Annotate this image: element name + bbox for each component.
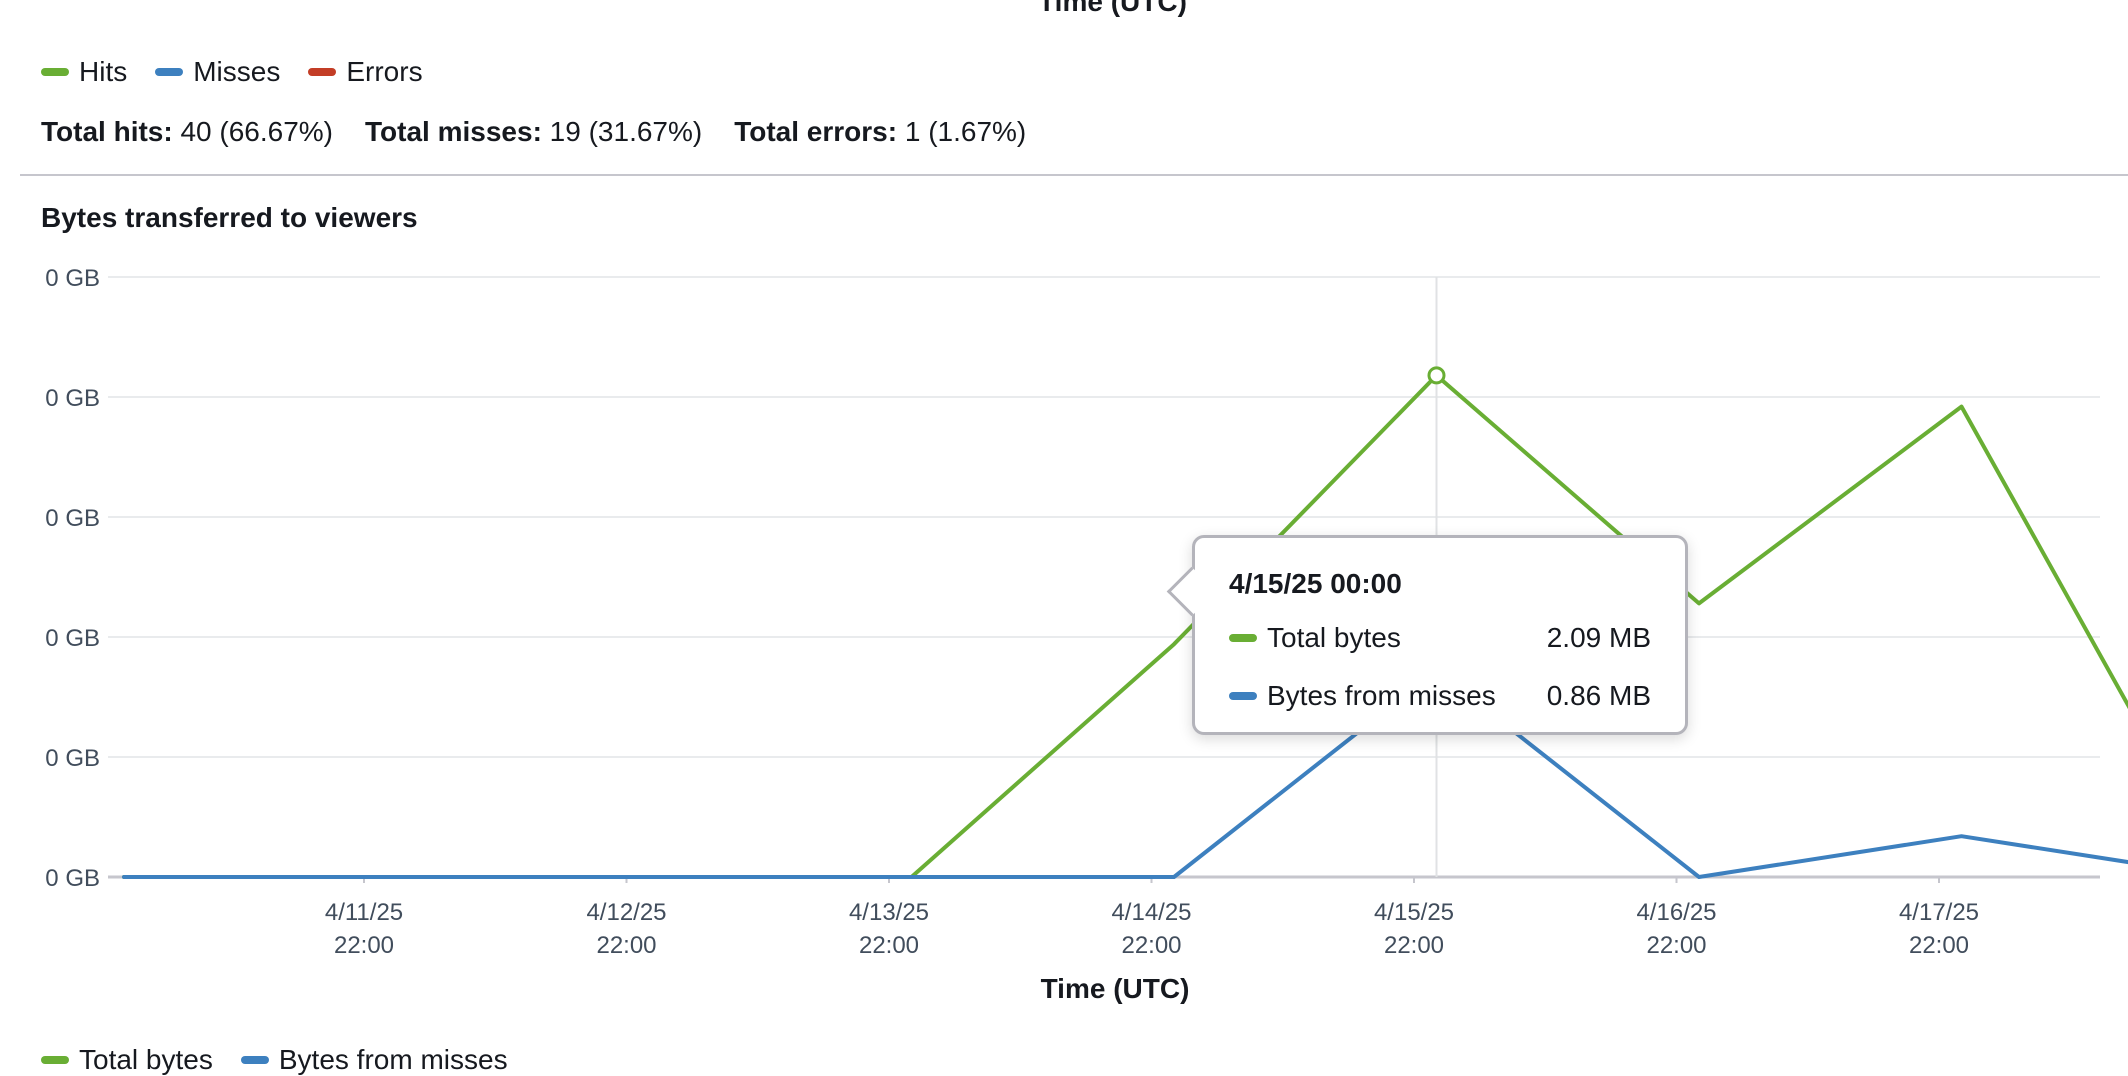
x-tick-label-date: 4/12/25 <box>586 899 666 926</box>
x-tick-label-time: 22:00 <box>1384 932 1444 959</box>
legend-item-total-bytes[interactable]: Total bytes <box>41 1044 213 1076</box>
x-tick-label-time: 22:00 <box>859 932 919 959</box>
x-tick-label-time: 22:00 <box>596 932 656 959</box>
chart-tooltip: 4/15/25 00:00 Total bytes 2.09 MB Bytes … <box>1192 535 1688 735</box>
x-tick-label-time: 22:00 <box>334 932 394 959</box>
x-tick-label-time: 22:00 <box>1646 932 1706 959</box>
x-tick-label-date: 4/11/25 <box>325 899 403 926</box>
tooltip-value-bytes-from-misses: 0.86 MB <box>1547 680 1651 712</box>
tooltip-label-bytes-from-misses: Bytes from misses <box>1267 680 1496 712</box>
x-axis-title: Time (UTC) <box>1041 973 1190 1004</box>
y-tick-label: 0 GB <box>45 745 100 772</box>
tooltip-title: 4/15/25 00:00 <box>1229 568 1402 600</box>
x-tick-label-date: 4/16/25 <box>1636 899 1716 926</box>
x-tick-label-time: 22:00 <box>1121 932 1181 959</box>
legend-label-bytes-from-misses: Bytes from misses <box>279 1044 508 1076</box>
y-tick-label: 0 GB <box>45 505 100 532</box>
bytes-from-misses-swatch <box>241 1056 269 1064</box>
tooltip-swatch-total-bytes <box>1229 634 1257 642</box>
legend-label-total-bytes: Total bytes <box>79 1044 213 1076</box>
x-tick-label-date: 4/17/25 <box>1899 899 1979 926</box>
tooltip-value-total-bytes: 2.09 MB <box>1547 622 1651 654</box>
bytes-legend: Total bytes Bytes from misses <box>41 1044 508 1076</box>
y-tick-label: 0 GB <box>45 385 100 412</box>
series-line-total-bytes <box>124 375 2128 877</box>
legend-item-bytes-from-misses[interactable]: Bytes from misses <box>241 1044 508 1076</box>
tooltip-row-bytes-from-misses: Bytes from misses 0.86 MB <box>1229 680 1651 712</box>
data-point-highlight <box>1429 368 1444 383</box>
y-tick-label: 0 GB <box>45 865 100 892</box>
tooltip-row-total-bytes: Total bytes 2.09 MB <box>1229 622 1651 654</box>
x-tick-label-time: 22:00 <box>1909 932 1969 959</box>
x-tick-label-date: 4/14/25 <box>1111 899 1191 926</box>
x-tick-label-date: 4/13/25 <box>849 899 929 926</box>
y-tick-label: 0 GB <box>45 625 100 652</box>
x-tick-label-date: 4/15/25 <box>1374 899 1454 926</box>
tooltip-swatch-bytes-from-misses <box>1229 692 1257 700</box>
total-bytes-swatch <box>41 1056 69 1064</box>
series-line-bytes-from-misses <box>124 671 2128 877</box>
tooltip-label-total-bytes: Total bytes <box>1267 622 1401 654</box>
y-tick-label: 0 GB <box>45 265 100 292</box>
